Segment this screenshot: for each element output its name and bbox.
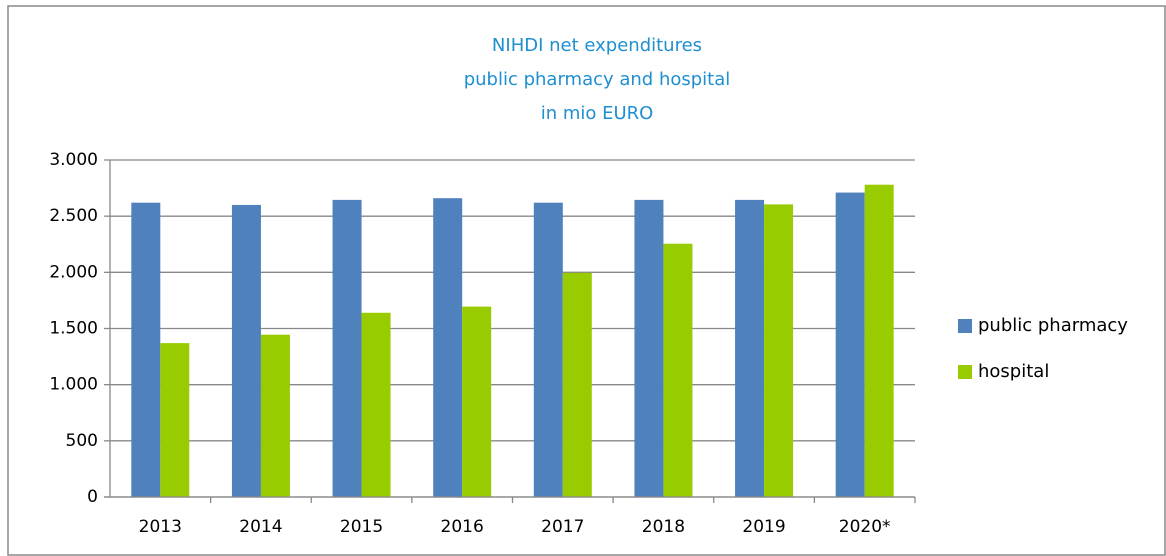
chart-title: NIHDI net expenditures bbox=[492, 35, 702, 56]
bar bbox=[764, 204, 794, 497]
legend-label: public pharmacy bbox=[978, 315, 1128, 336]
bar bbox=[533, 202, 563, 498]
x-tick-label: 2016 bbox=[441, 517, 484, 537]
bar bbox=[864, 184, 894, 498]
chart-title: public pharmacy and hospital bbox=[464, 69, 731, 90]
bar bbox=[663, 243, 693, 497]
bar bbox=[361, 312, 391, 497]
legend-label: hospital bbox=[978, 361, 1049, 382]
bar bbox=[160, 343, 190, 497]
bar bbox=[433, 198, 463, 497]
bar bbox=[835, 192, 865, 497]
bar bbox=[131, 202, 161, 498]
x-tick-label: 2013 bbox=[139, 517, 182, 537]
bar bbox=[735, 199, 765, 497]
y-tick-label: 2.000 bbox=[49, 262, 98, 282]
x-tick-label: 2020* bbox=[839, 517, 891, 537]
y-tick-label: 3.000 bbox=[49, 150, 98, 170]
bar bbox=[231, 204, 261, 497]
bar bbox=[562, 272, 592, 497]
legend-swatch bbox=[958, 319, 972, 333]
bar bbox=[462, 306, 492, 497]
bar bbox=[332, 199, 362, 497]
chart-title: in mio EURO bbox=[541, 103, 654, 124]
x-tick-label: 2019 bbox=[742, 517, 785, 537]
x-tick-label: 2017 bbox=[541, 517, 584, 537]
x-tick-label: 2015 bbox=[340, 517, 383, 537]
y-tick-label: 1.000 bbox=[49, 375, 98, 395]
x-tick-label: 2018 bbox=[642, 517, 685, 537]
bar bbox=[260, 334, 290, 497]
y-tick-label: 0 bbox=[87, 487, 98, 507]
y-tick-label: 2.500 bbox=[49, 206, 98, 226]
legend-swatch bbox=[958, 365, 972, 379]
x-tick-label: 2014 bbox=[239, 517, 282, 537]
y-tick-label: 1.500 bbox=[49, 319, 98, 339]
y-tick-label: 500 bbox=[66, 431, 98, 451]
bar bbox=[634, 199, 664, 497]
